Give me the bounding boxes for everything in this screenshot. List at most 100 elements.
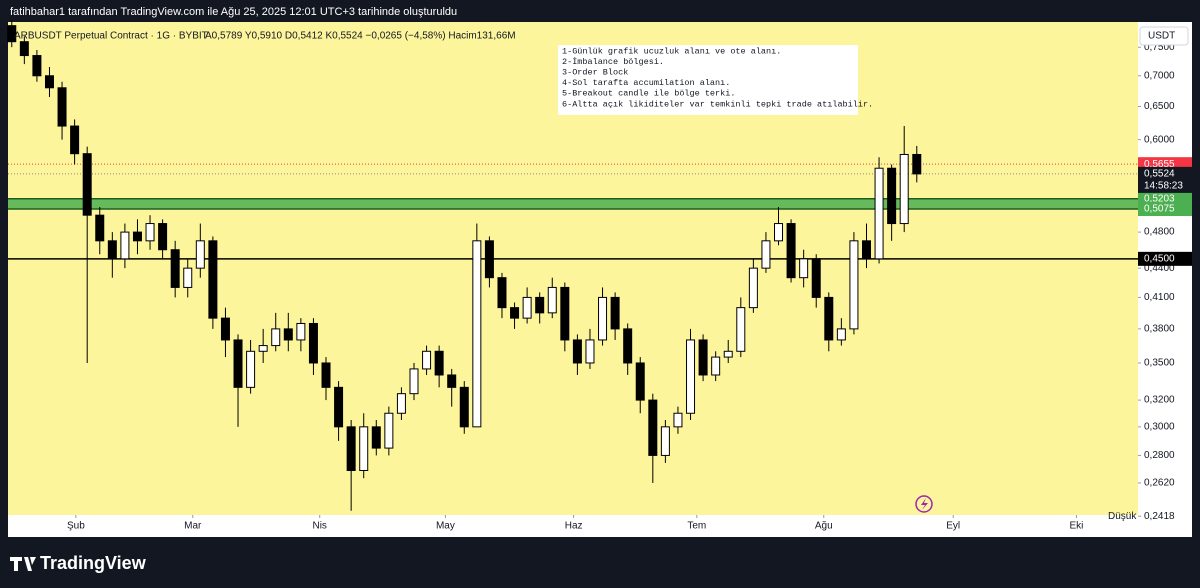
attribution: fatihbahar1 tarafından TradingView.com i… [10,6,457,18]
candle-body [874,167,884,260]
y-tick-label: 0,2800 [1144,450,1175,461]
candle-body [459,386,469,428]
candle-body [308,322,318,364]
currency-box[interactable] [1139,26,1189,46]
candle-body [422,350,432,370]
candle-body [761,240,771,269]
candle-body [70,125,80,155]
candle-body [283,328,293,341]
x-tick-label: Şub [67,521,85,532]
candle-body [296,322,306,341]
y-tick-label: 0,3500 [1144,358,1175,369]
candle-body [698,339,708,376]
candle-body [535,296,545,314]
candle-body [836,328,846,341]
last-price-label-box [1138,166,1192,193]
y-tick-label: 0,6000 [1144,134,1175,145]
candle-body [233,339,243,388]
candle-body [434,350,444,376]
candle-body [7,25,17,43]
candle-body [409,368,419,395]
zone-label-box [1138,202,1192,217]
note-line: 6-Altta açık likiditeler var temkinli te… [562,99,873,109]
candle-body [497,277,507,309]
candle-body [786,223,796,279]
candle-body [585,339,595,364]
candle-body [824,296,834,341]
candle-body [220,317,230,341]
candle-body [736,307,746,352]
logo [10,557,36,571]
low-marker-label: Düşük [1108,511,1137,522]
note-line: 1-Günlük grafik ucuzluk alanı ve ote ala… [562,46,781,56]
x-tick-label: Eki [1069,521,1083,532]
candle-body [623,328,633,364]
note-line: 3-Order Block [562,67,628,77]
brand: TradingView [40,553,147,573]
y-tick-label: 0,3800 [1144,324,1175,335]
candle-body [371,426,381,449]
x-tick-label: Ağu [815,521,833,532]
level-label: 0,4500 [1144,253,1175,264]
candle-body [321,362,331,388]
candle-body [334,386,344,428]
candle-body [19,41,29,57]
x-tick-label: Mar [184,521,202,532]
alert-icon[interactable] [915,495,933,513]
candle-body [359,426,369,471]
candle-body [849,240,859,330]
candle-body [396,393,406,414]
candle-body [44,75,54,89]
x-tick-label: Haz [565,521,583,532]
candle-body [660,426,670,456]
candle-body [522,296,532,319]
countdown: 14:58:23 [1144,181,1183,192]
last-price-label: 0,5524 [1144,169,1175,180]
note-line: 5-Breakout candle ile bölge terki. [562,89,735,99]
candle-body [208,240,218,319]
candle-body [598,296,608,341]
candle-body [912,153,922,175]
candle-body [447,374,457,388]
alert-bolt [921,498,928,510]
candle-body [510,307,520,319]
note-line: 4-Sol tarafta accumilation alanı. [562,78,730,88]
candle-body [887,167,897,225]
y-tick-label: 0,2620 [1144,478,1175,489]
y-tick-label: 0,4400 [1144,263,1175,274]
ohlc: A0,5789 Y0,5910 D0,5412 K0,5524 −0,0265 … [205,31,516,42]
candle-body [82,153,92,216]
candle-body [711,356,721,376]
candle-body [95,214,105,242]
level-label: 0,5655 [1144,159,1175,170]
candle-body [547,286,557,314]
candle-body [648,399,658,456]
symbol: ARBUSDT Perpetual Contract · 1G · BYBIT [14,31,208,42]
y-tick-label: 0,3000 [1144,421,1175,432]
time-axis [8,515,1138,537]
candle-body [158,223,168,251]
candle-body [145,223,155,242]
candle-body [799,258,809,279]
candle-body [258,345,268,352]
y-tick-label: 0,7500 [1144,42,1175,53]
zone-label: 0,5203 [1144,193,1175,204]
candle-body [484,240,494,279]
price-axis [1138,22,1192,537]
zone-label: 0,5075 [1144,204,1175,215]
candle-body [723,350,733,358]
candle-body [811,258,821,298]
candle-body [384,412,394,449]
candle-body [183,267,193,288]
x-tick-label: Eyl [946,521,960,532]
candle-body [899,153,909,225]
candle-body [195,240,205,269]
currency[interactable]: USDT [1148,31,1175,42]
candle-body [271,328,281,347]
x-tick-label: Tem [687,521,706,532]
candle-body [673,412,683,428]
candle-body [107,240,117,260]
x-tick-label: May [436,521,455,532]
x-tick-label: Nis [312,521,326,532]
